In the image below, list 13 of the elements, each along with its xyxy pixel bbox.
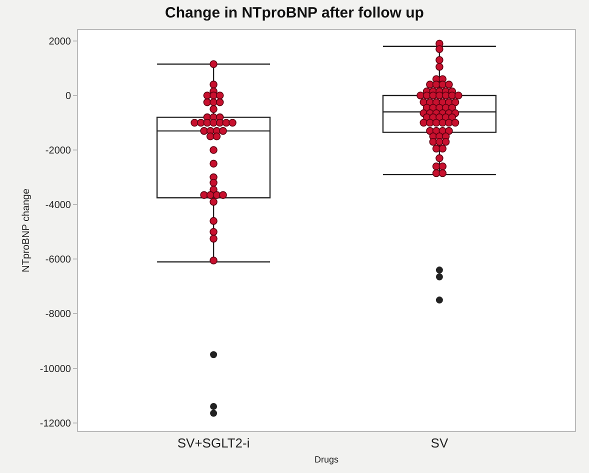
y-tick-label: 2000 [48,36,72,48]
y-tick-label: -12000 [40,418,72,430]
x-tick-label: SV [430,436,448,451]
chart-title: Change in NTproBNP after follow up [165,4,424,22]
y-tick-label: -6000 [45,254,72,266]
x-tick-label: SV+SGLT2-i [177,436,250,451]
y-tick-label: 0 [65,90,72,102]
y-tick-label: -4000 [45,200,72,212]
y-axis-title: NTproBNP change [20,188,32,272]
y-tick-label: -10000 [40,364,72,375]
y-tick-label: -8000 [45,309,72,320]
x-axis-title: Drugs [314,454,339,464]
y-tick-label: -2000 [45,146,72,157]
